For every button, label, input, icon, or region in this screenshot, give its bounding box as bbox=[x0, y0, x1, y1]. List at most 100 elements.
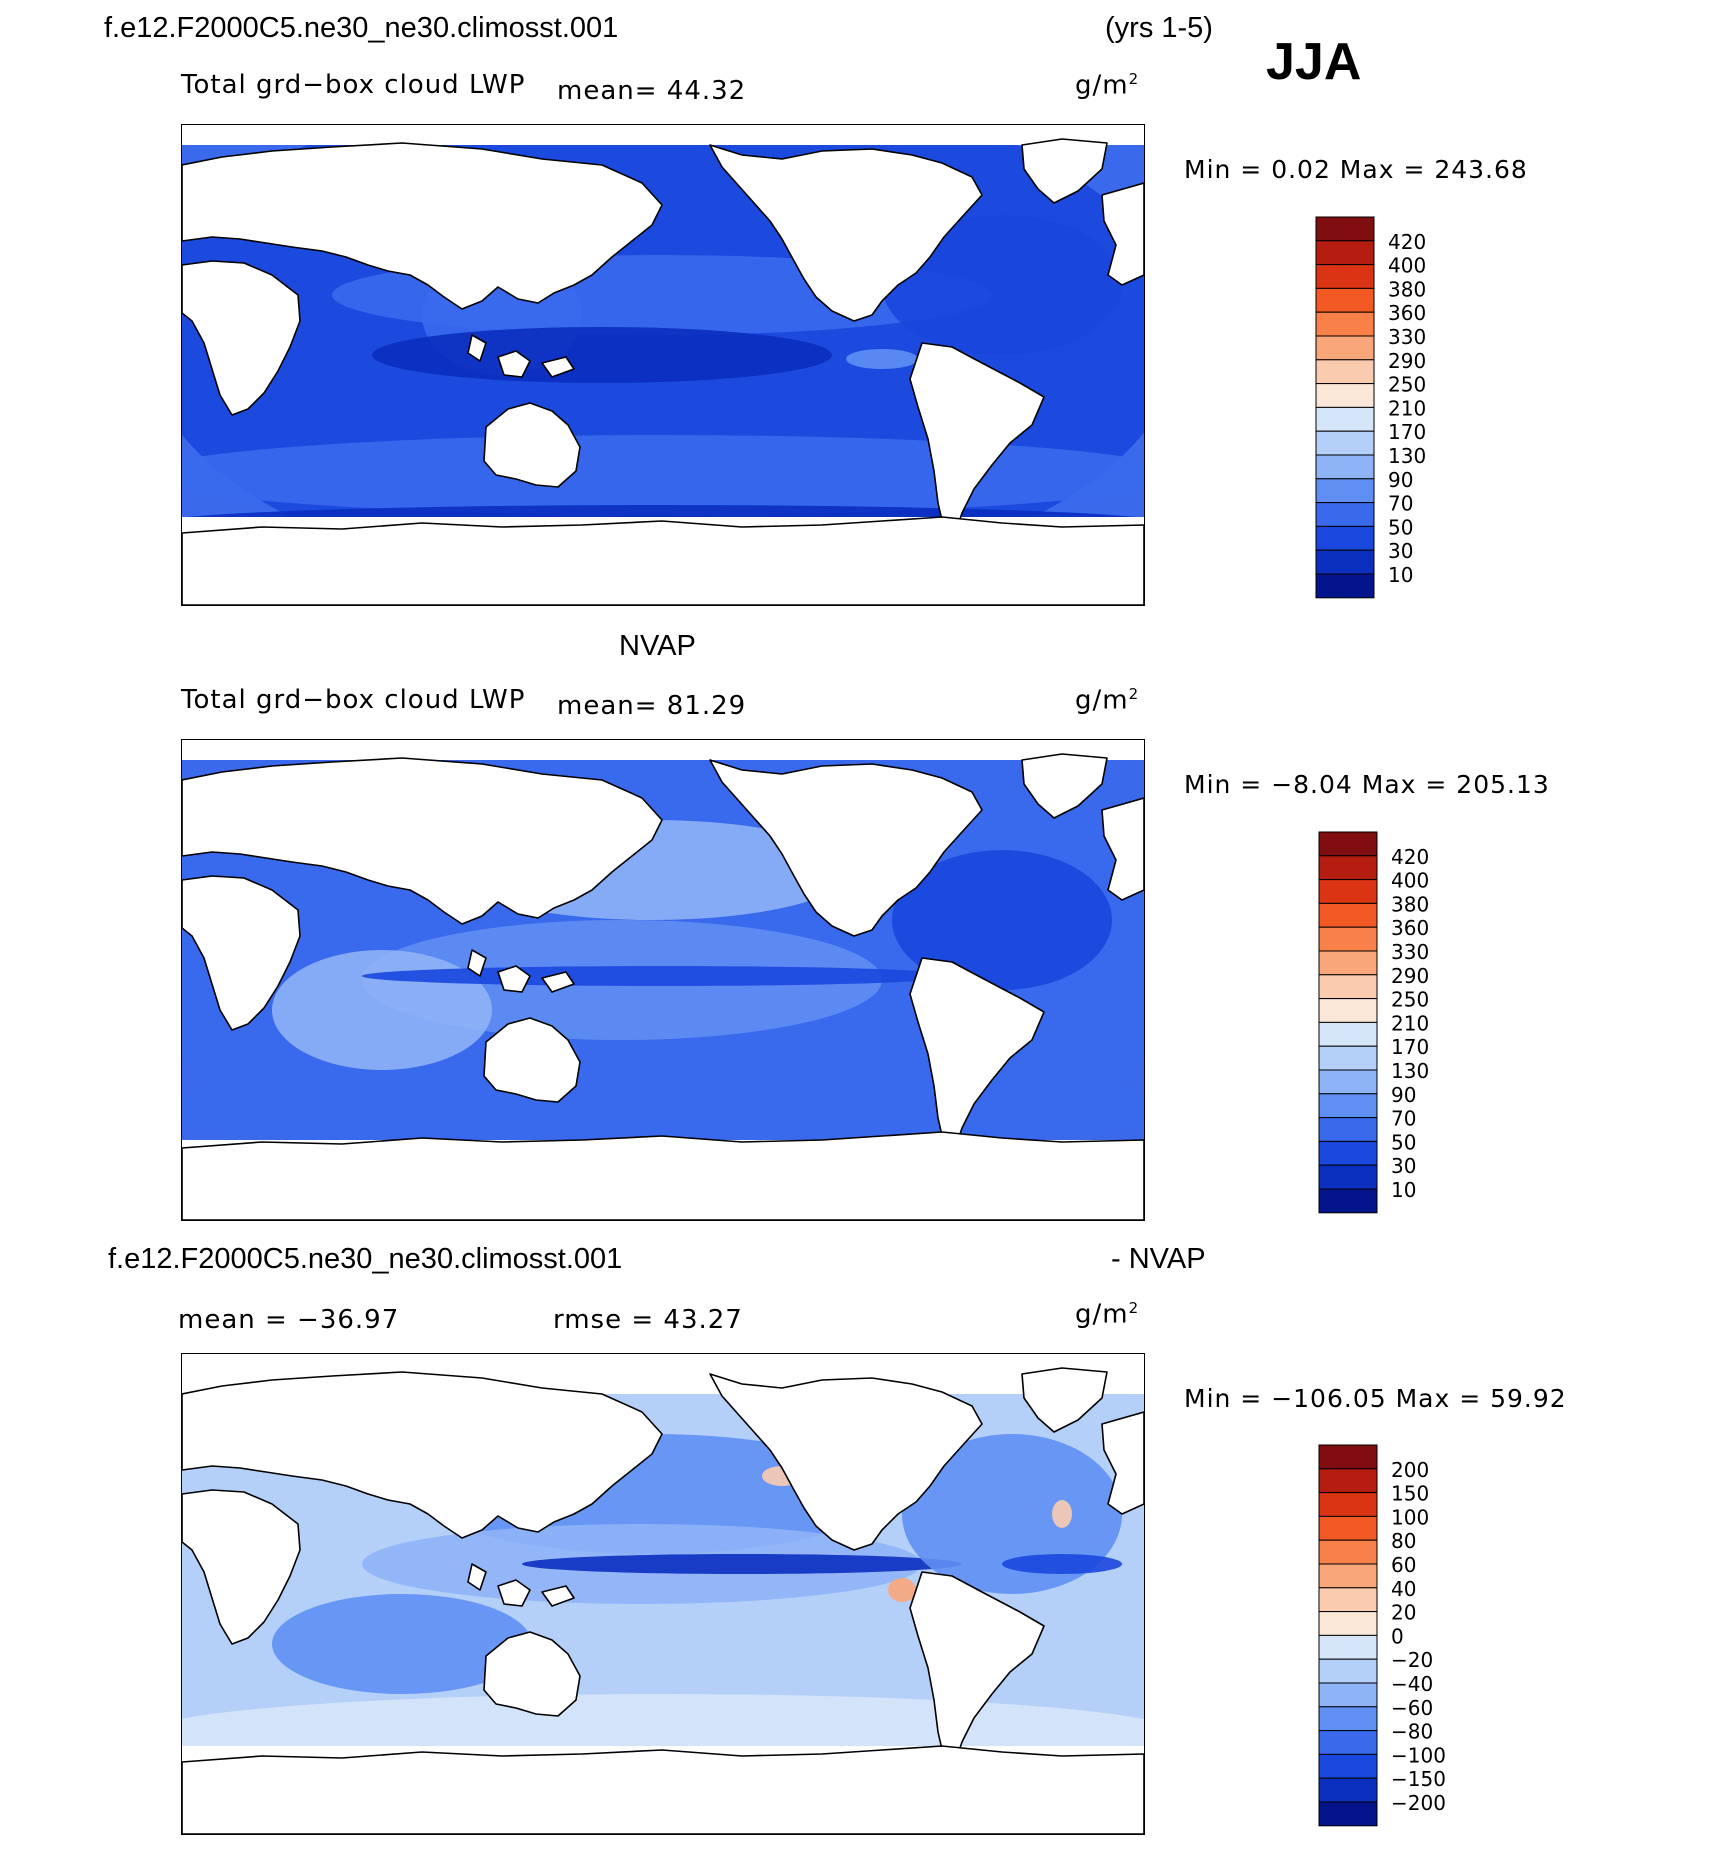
years-label: (yrs 1-5) bbox=[1105, 12, 1213, 44]
coastline bbox=[182, 1745, 1144, 1834]
colorbar-swatch bbox=[1318, 1539, 1378, 1565]
colorbar-swatch bbox=[1318, 1045, 1378, 1071]
colorbar-label: 420 bbox=[1388, 230, 1426, 254]
colorbar-label: −60 bbox=[1391, 1696, 1433, 1720]
colorbar-label: 90 bbox=[1391, 1083, 1416, 1107]
colorbar-label: 330 bbox=[1391, 940, 1429, 964]
colorbar-label: −40 bbox=[1391, 1672, 1433, 1696]
colorbar-swatch bbox=[1318, 855, 1378, 881]
colorbar-label: 210 bbox=[1388, 396, 1426, 420]
colorbar-label: 250 bbox=[1388, 373, 1426, 397]
coastline bbox=[1021, 1367, 1108, 1433]
field-contour bbox=[372, 327, 832, 383]
coastline bbox=[467, 949, 487, 977]
colorbar-swatch bbox=[1318, 1611, 1378, 1636]
field-contour bbox=[272, 950, 492, 1070]
colorbar-swatch bbox=[1318, 879, 1378, 904]
panel3-units: g/m2 bbox=[1075, 1299, 1140, 1330]
colorbar-swatch bbox=[1318, 1164, 1378, 1190]
colorbar-label: 70 bbox=[1391, 1107, 1416, 1131]
panel2-units: g/m2 bbox=[1075, 685, 1140, 716]
colorbar-swatch bbox=[1318, 1188, 1378, 1214]
field-contour bbox=[888, 1578, 916, 1602]
colorbar-label: 330 bbox=[1388, 325, 1426, 349]
field-contour bbox=[182, 1070, 1144, 1140]
colorbar-label: 250 bbox=[1391, 988, 1429, 1012]
panel2-map-svg bbox=[182, 753, 1144, 1220]
coastline bbox=[1021, 753, 1108, 819]
colorbar-swatch bbox=[1315, 525, 1375, 551]
colorbar-swatch bbox=[1318, 902, 1378, 928]
coastline bbox=[909, 957, 1045, 1147]
coastline bbox=[467, 1563, 487, 1591]
colorbar-label: 100 bbox=[1391, 1505, 1429, 1529]
colorbar-swatch bbox=[1318, 950, 1378, 976]
panel2-map bbox=[181, 739, 1145, 1221]
colorbar-swatch bbox=[1315, 383, 1375, 408]
colorbar-label: 40 bbox=[1391, 1577, 1416, 1601]
coastline bbox=[182, 1371, 663, 1539]
colorbar-label: 10 bbox=[1388, 563, 1413, 587]
colorbar-label: 400 bbox=[1391, 869, 1429, 893]
panel1-units: g/m2 bbox=[1075, 70, 1140, 101]
colorbar-swatch bbox=[1315, 216, 1375, 242]
colorbar-swatch bbox=[1315, 240, 1375, 266]
colorbar-swatch bbox=[1318, 1801, 1378, 1827]
colorbar-label: 50 bbox=[1388, 515, 1413, 539]
colorbar-swatch bbox=[1315, 502, 1375, 527]
colorbar-swatch bbox=[1315, 549, 1375, 575]
field-contour bbox=[185, 505, 1139, 517]
coastline bbox=[709, 759, 983, 937]
colorbar-label: 290 bbox=[1388, 349, 1426, 373]
season-label: JJA bbox=[1266, 33, 1362, 91]
colorbar-swatch bbox=[1315, 573, 1375, 599]
colorbar-swatch bbox=[1318, 1587, 1378, 1613]
panel3-minmax: Min = −106.05 Max = 59.92 bbox=[1184, 1384, 1567, 1413]
panel2-mean: mean= 81.29 bbox=[557, 691, 747, 721]
colorbar-label: −20 bbox=[1391, 1648, 1433, 1672]
coastline bbox=[483, 402, 581, 488]
colorbar-swatch bbox=[1318, 1444, 1378, 1470]
coastline bbox=[182, 516, 1144, 605]
coastline bbox=[1101, 182, 1144, 286]
colorbar-label: −150 bbox=[1391, 1767, 1446, 1791]
coastline bbox=[497, 350, 531, 378]
panel2-variable: Total grd−box cloud LWP bbox=[181, 685, 526, 715]
field-contour bbox=[892, 850, 1112, 990]
coastline bbox=[182, 142, 663, 310]
colorbar-swatch bbox=[1318, 831, 1378, 857]
colorbar-label: 380 bbox=[1391, 892, 1429, 916]
colorbar-swatch bbox=[1318, 974, 1378, 1000]
colorbar-swatch bbox=[1318, 1093, 1378, 1119]
coastline bbox=[182, 1489, 301, 1645]
panel3-mean: mean = −36.97 bbox=[178, 1305, 400, 1335]
coastline bbox=[182, 875, 301, 1031]
colorbar-label: 290 bbox=[1391, 964, 1429, 988]
panel3-section-title: f.e12.F2000C5.ne30_ne30.climosst.001 bbox=[108, 1243, 623, 1275]
coastline bbox=[497, 1579, 531, 1607]
coastline bbox=[182, 757, 663, 925]
coastline bbox=[1101, 1411, 1144, 1515]
field-contour bbox=[522, 1554, 962, 1574]
coastline bbox=[483, 1017, 581, 1103]
panel2-minmax: Min = −8.04 Max = 205.13 bbox=[1184, 770, 1550, 799]
colorbar-swatch bbox=[1315, 430, 1375, 456]
coastline bbox=[541, 1585, 575, 1607]
colorbar-swatch bbox=[1315, 478, 1375, 504]
colorbar-swatch bbox=[1318, 1468, 1378, 1494]
colorbar-swatch bbox=[1315, 406, 1375, 432]
colorbar-label: 150 bbox=[1391, 1482, 1429, 1506]
colorbar-label: 10 bbox=[1391, 1178, 1416, 1202]
colorbar-label: 0 bbox=[1391, 1624, 1404, 1648]
colorbar-swatch bbox=[1318, 1140, 1378, 1166]
coastline bbox=[497, 965, 531, 993]
colorbar-swatch bbox=[1318, 1563, 1378, 1589]
colorbar-swatch bbox=[1315, 454, 1375, 480]
coastline bbox=[541, 971, 575, 993]
colorbar-label: 170 bbox=[1391, 1035, 1429, 1059]
colorbar-label: −100 bbox=[1391, 1743, 1446, 1767]
field-contour bbox=[362, 966, 962, 986]
coastline bbox=[909, 342, 1045, 532]
coastline bbox=[182, 260, 301, 416]
